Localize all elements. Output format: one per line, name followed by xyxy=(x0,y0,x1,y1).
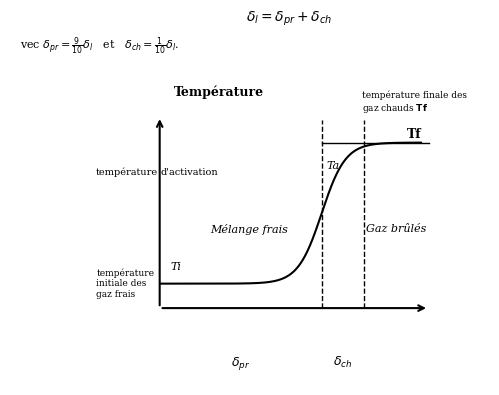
Text: d'activation: d'activation xyxy=(161,168,219,177)
Text: Mélange frais: Mélange frais xyxy=(210,224,288,235)
Text: Température: Température xyxy=(174,85,263,99)
Text: température: température xyxy=(96,168,158,177)
Text: $\delta_{ch}$: $\delta_{ch}$ xyxy=(333,355,352,370)
Text: Ta: Ta xyxy=(327,161,340,171)
Text: température finale des
gaz chauds $\bf{Tf}$: température finale des gaz chauds $\bf{T… xyxy=(362,91,467,115)
Text: température
initiale des
gaz frais: température initiale des gaz frais xyxy=(96,269,155,299)
Text: $\delta_l = \delta_{pr} + \delta_{ch}$: $\delta_l = \delta_{pr} + \delta_{ch}$ xyxy=(247,10,332,28)
Text: Tf: Tf xyxy=(407,128,421,141)
Text: $\delta_{pr}$: $\delta_{pr}$ xyxy=(231,355,250,372)
Text: Gaz brûlés: Gaz brûlés xyxy=(366,224,427,234)
Text: Ti: Ti xyxy=(170,262,181,273)
Text: vec $\delta_{pr} = \frac{9}{10}\delta_l$   et   $\delta_{ch} = \frac{1}{10}\delt: vec $\delta_{pr} = \frac{9}{10}\delta_l$… xyxy=(20,36,180,57)
